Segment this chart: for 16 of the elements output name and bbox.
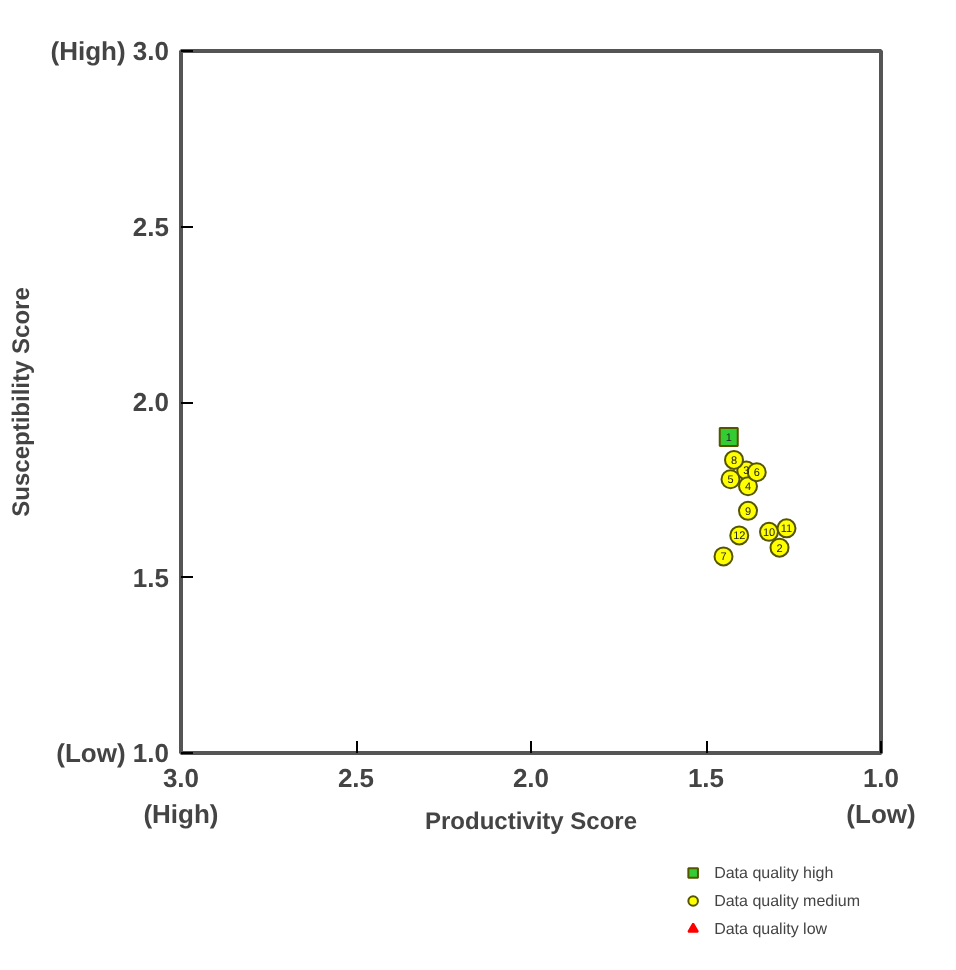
legend-label: Data quality low: [714, 917, 828, 940]
x-tick-label: 1.5: [687, 763, 725, 793]
x-axis-title: Productivity Score: [424, 807, 638, 835]
x-tick-label: 3.0 (High): [143, 763, 219, 829]
x-tick-label: 1.0 (Low): [846, 763, 916, 829]
x-tick-label: 2.5: [337, 763, 375, 793]
y-tick-label: 2.0: [132, 387, 170, 417]
y-tick-label: 2.5: [132, 211, 170, 242]
y-axis-title: Susceptibility Score: [6, 286, 35, 517]
legend-label: Data quality medium: [714, 889, 860, 912]
point: [713, 546, 734, 567]
x-tick-label: 2.0: [512, 763, 550, 793]
legend-label: Data quality high: [714, 861, 834, 884]
y-tick-label: 1.5: [132, 562, 170, 593]
y-tick-label: (High) 3.0: [50, 36, 170, 66]
y-tick-label: (Low) 1.0: [56, 738, 170, 768]
